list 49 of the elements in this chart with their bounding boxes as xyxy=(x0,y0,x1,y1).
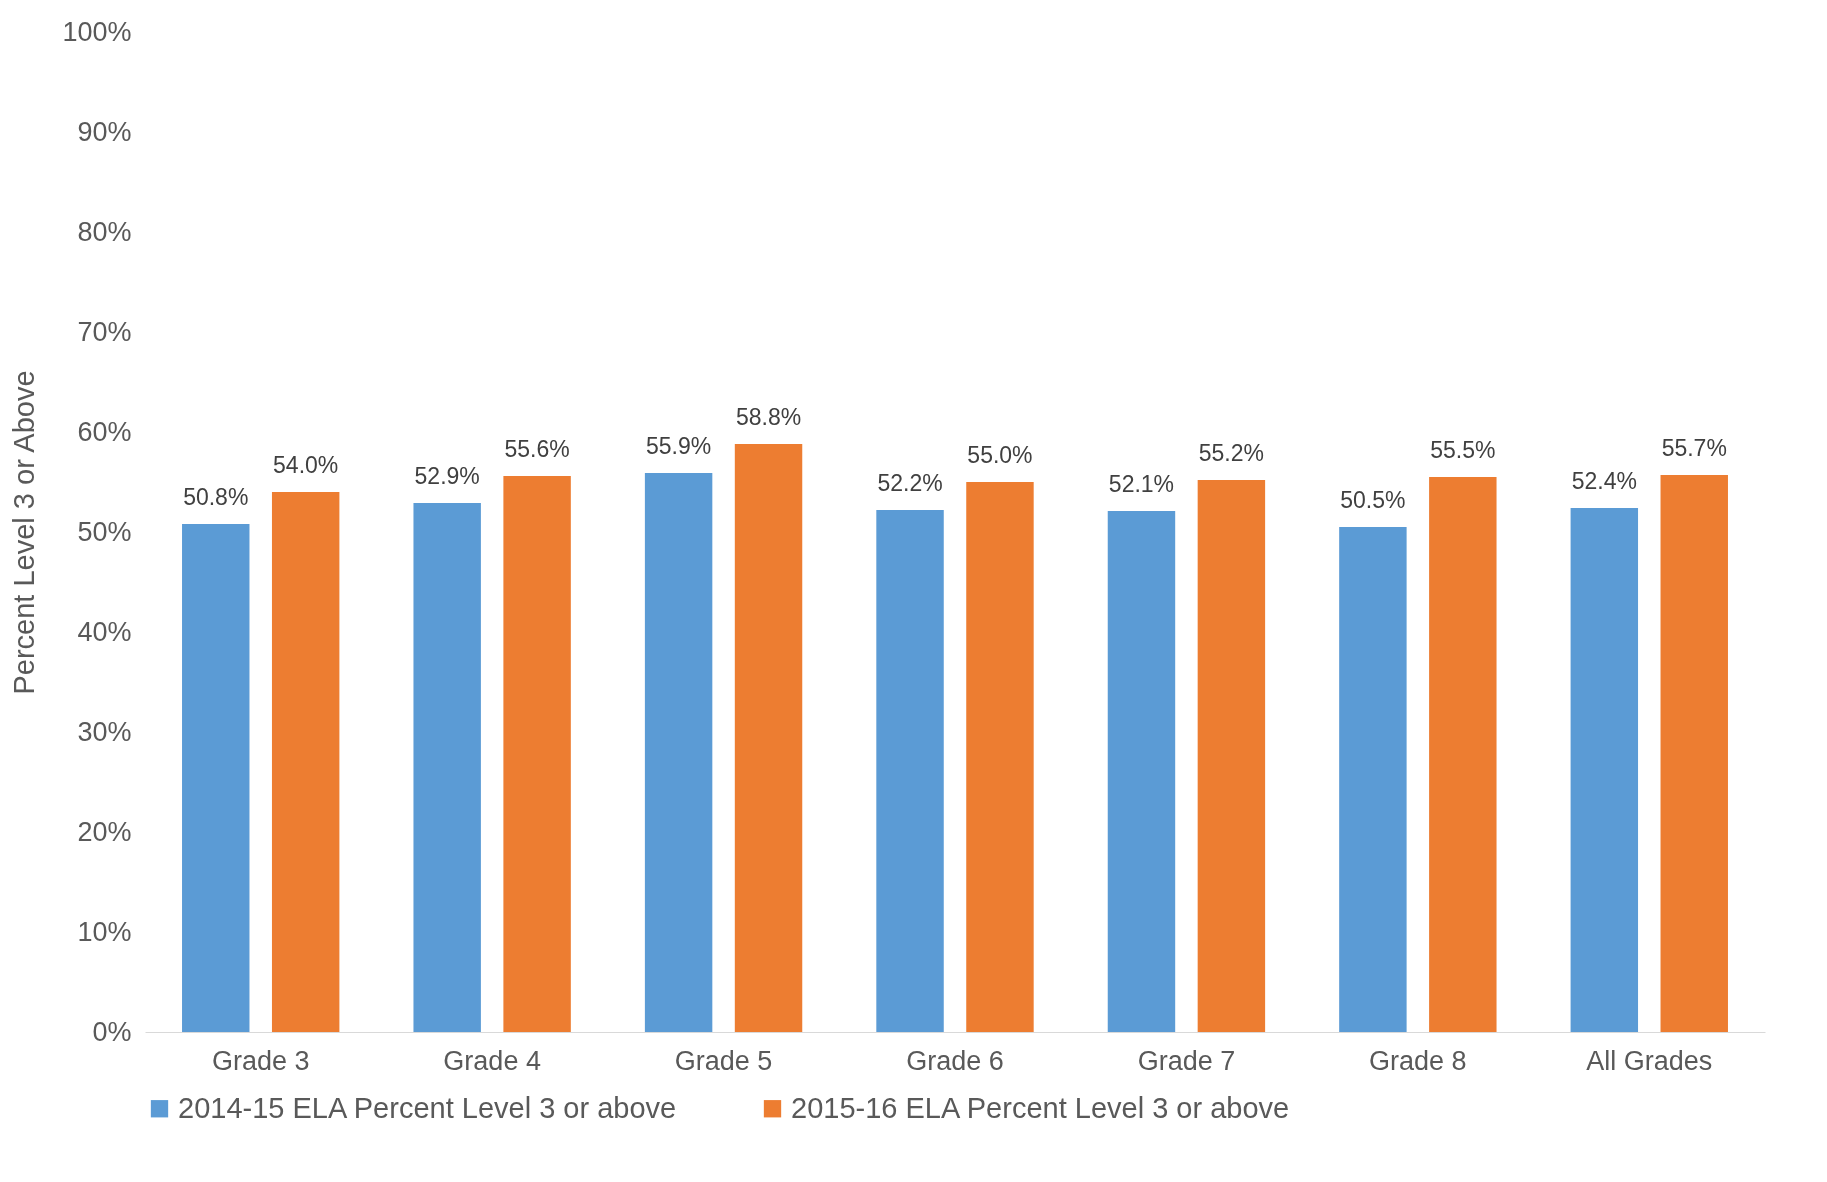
y-tick-label: 90% xyxy=(77,116,132,147)
bar xyxy=(182,524,250,1032)
data-label: 55.0% xyxy=(967,442,1033,468)
data-label: 50.8% xyxy=(183,484,249,510)
bar xyxy=(1660,475,1728,1032)
legend-label: 2014-15 ELA Percent Level 3 or above xyxy=(178,1091,677,1124)
y-tick-label: 60% xyxy=(77,416,132,447)
y-tick-label: 70% xyxy=(77,316,132,347)
data-label: 50.5% xyxy=(1340,487,1406,513)
bar xyxy=(1429,477,1497,1032)
bar xyxy=(1570,508,1639,1032)
x-tick-label: Grade 6 xyxy=(906,1045,1004,1076)
data-label: 52.1% xyxy=(1108,471,1175,497)
y-tick-label: 80% xyxy=(77,216,132,247)
bar xyxy=(876,510,944,1032)
bar xyxy=(413,503,481,1032)
data-label: 55.7% xyxy=(1661,435,1727,461)
data-label: 55.9% xyxy=(646,433,712,459)
data-label: 55.2% xyxy=(1198,440,1264,466)
y-tick-label: 40% xyxy=(77,616,132,647)
x-tick-label: Grade 8 xyxy=(1369,1045,1467,1076)
x-tick-label: Grade 7 xyxy=(1137,1045,1236,1076)
bar xyxy=(966,482,1034,1032)
bar xyxy=(1197,480,1266,1032)
bar xyxy=(271,492,340,1032)
data-label: 52.9% xyxy=(414,463,480,489)
x-tick-label: All Grades xyxy=(1586,1045,1713,1076)
data-label: 54.0% xyxy=(273,452,339,478)
data-label: 58.8% xyxy=(735,404,802,430)
data-label: 52.2% xyxy=(877,470,943,496)
x-tick-label: Grade 5 xyxy=(674,1045,773,1076)
x-tick-label: Grade 3 xyxy=(211,1045,310,1076)
y-tick-label: 0% xyxy=(92,1016,132,1047)
data-label: 55.5% xyxy=(1430,437,1496,463)
y-tick-label: 30% xyxy=(77,716,132,747)
data-label: 55.6% xyxy=(504,436,570,462)
bar xyxy=(503,476,571,1032)
y-tick-label: 100% xyxy=(62,16,132,47)
bar xyxy=(734,444,803,1032)
y-tick-label: 20% xyxy=(77,816,132,847)
legend-label: 2015-16 ELA Percent Level 3 or above xyxy=(791,1091,1290,1124)
data-label: 52.4% xyxy=(1571,468,1637,494)
x-tick-label: Grade 4 xyxy=(443,1045,541,1076)
bar xyxy=(1107,511,1176,1032)
y-tick-label: 50% xyxy=(77,516,132,547)
bar xyxy=(644,473,713,1032)
y-axis-title: Percent Level 3 or Above xyxy=(8,370,41,695)
bar xyxy=(1339,527,1407,1032)
y-tick-label: 10% xyxy=(77,916,132,947)
